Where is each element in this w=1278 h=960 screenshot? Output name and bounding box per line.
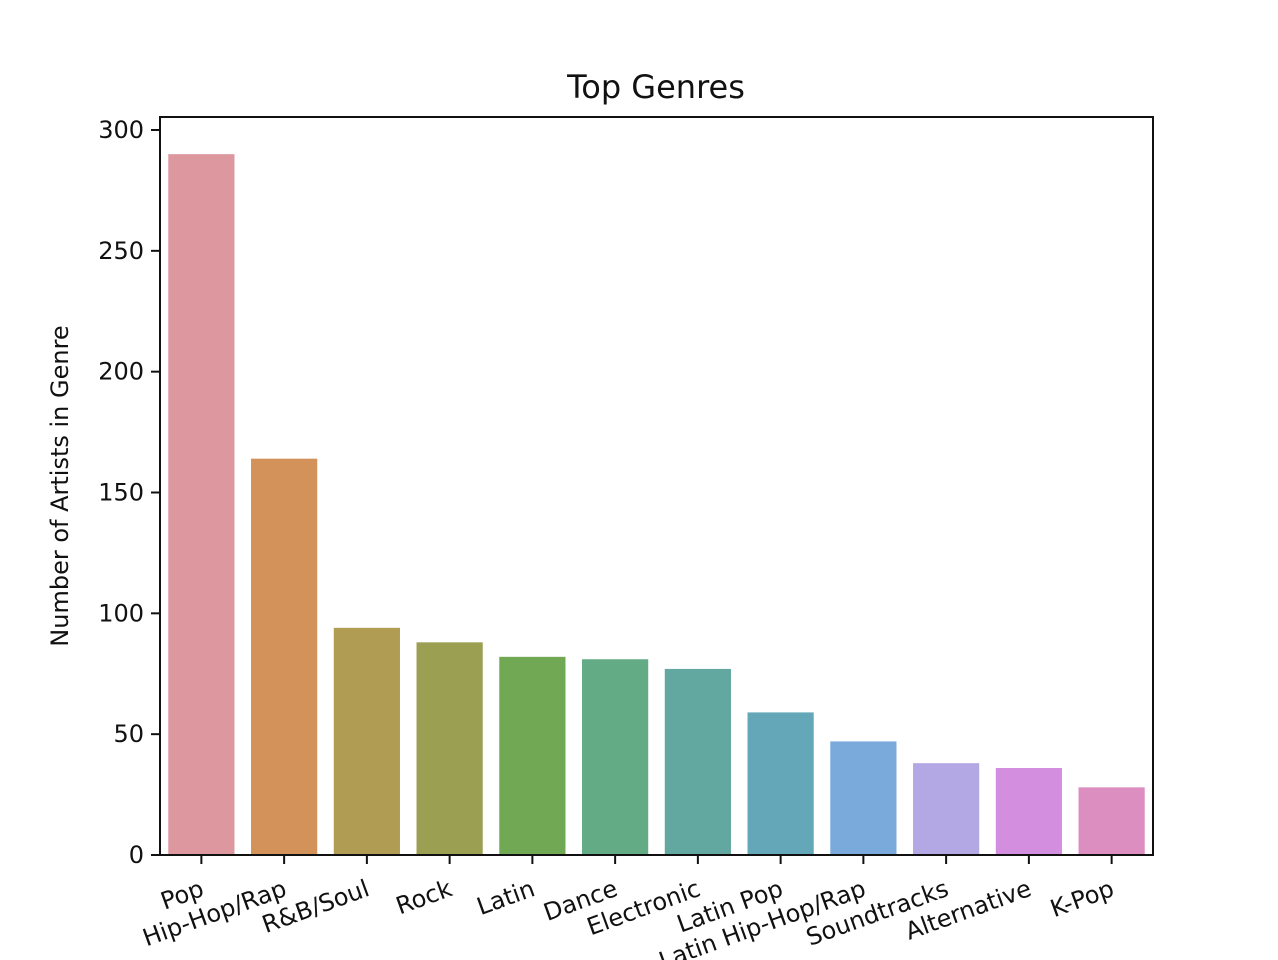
bar-r-b-soul bbox=[333, 627, 400, 855]
bar-latin-hip-hop-rap bbox=[830, 741, 897, 855]
x-tick-label: Rock bbox=[392, 874, 456, 920]
y-tick-label: 100 bbox=[98, 599, 144, 627]
y-axis-label: Number of Artists in Genre bbox=[46, 325, 74, 646]
plot-frame bbox=[159, 116, 1154, 856]
y-axis: 0 50 100 150 200 250 300 bbox=[98, 116, 160, 869]
bar-k-pop bbox=[1078, 787, 1145, 855]
y-tick-label: 200 bbox=[98, 358, 144, 386]
y-tick-label: 150 bbox=[98, 479, 144, 507]
x-tick-label: K-Pop bbox=[1047, 874, 1118, 923]
y-tick-label: 300 bbox=[98, 116, 144, 144]
chart-title: Top Genres bbox=[566, 68, 745, 106]
x-tick-label: Latin bbox=[473, 874, 538, 921]
y-tick-label: 0 bbox=[129, 841, 144, 869]
bar-latin bbox=[499, 656, 566, 855]
bar-hip-hop-rap bbox=[251, 458, 318, 855]
bars-group bbox=[168, 154, 1145, 855]
bar-electronic bbox=[664, 668, 731, 855]
y-tick-label: 50 bbox=[113, 720, 144, 748]
bar-pop bbox=[168, 154, 235, 855]
bar-latin-pop bbox=[747, 712, 814, 855]
y-tick-label: 250 bbox=[98, 237, 144, 265]
bar-dance bbox=[582, 659, 649, 855]
bar-alternative bbox=[995, 768, 1062, 855]
bar-soundtracks bbox=[913, 763, 980, 855]
bar-rock bbox=[416, 642, 483, 855]
